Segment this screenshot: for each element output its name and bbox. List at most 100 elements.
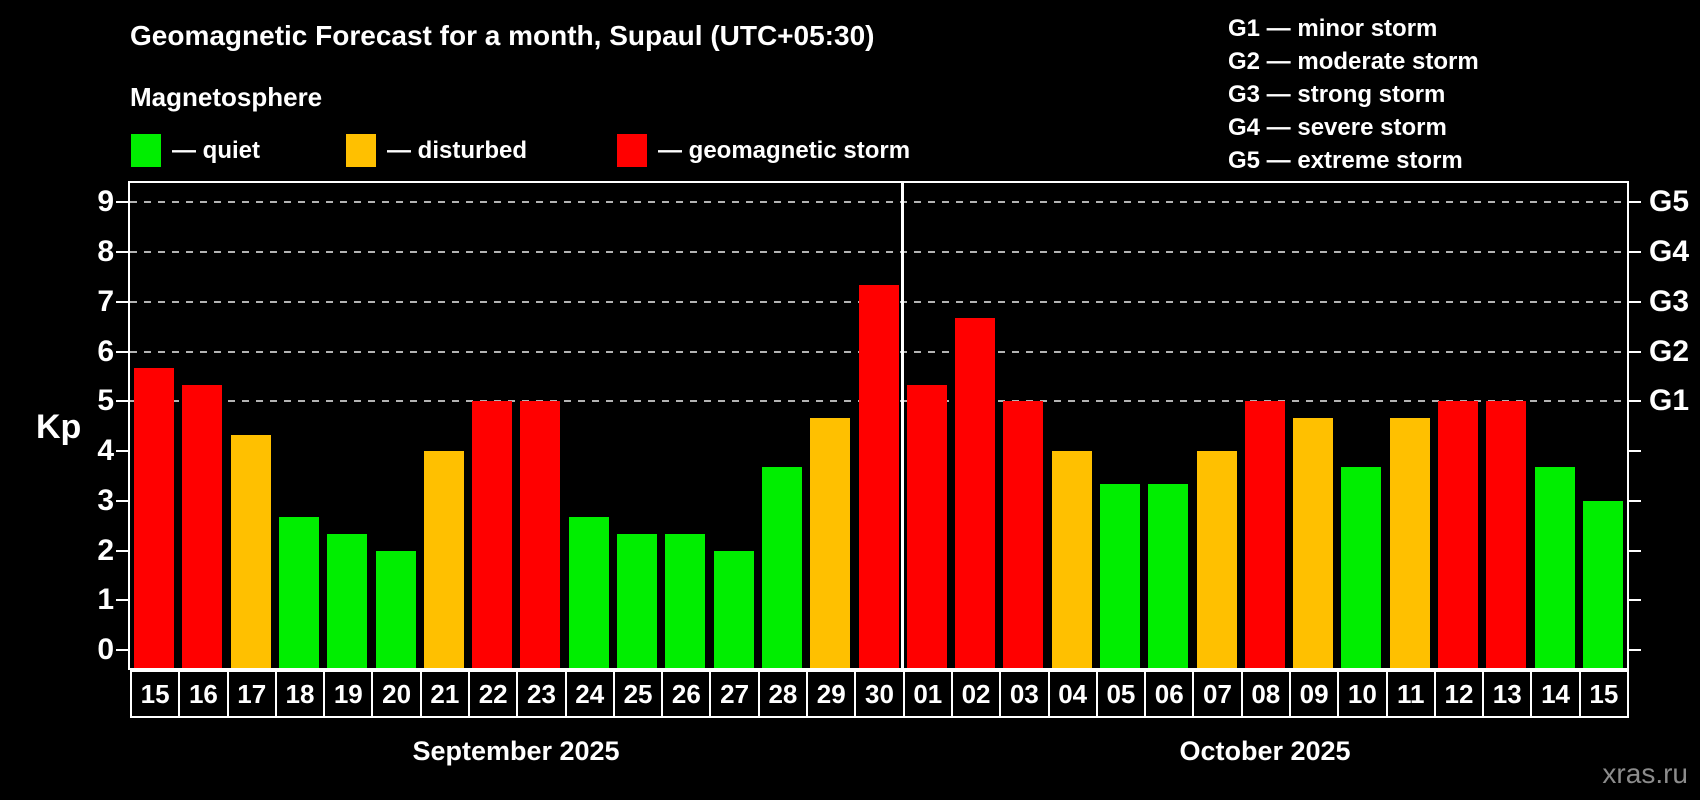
date-box: 07 xyxy=(1192,670,1243,718)
y-axis-tick-label: 0 xyxy=(97,633,114,666)
date-box: 06 xyxy=(1144,670,1195,718)
right-axis-tick xyxy=(1629,499,1641,502)
y-axis-tick-label: 6 xyxy=(97,334,114,368)
y-axis-tick-label: 5 xyxy=(97,384,114,418)
kp-bar xyxy=(1244,401,1285,668)
y-axis-tick xyxy=(116,251,128,254)
kp-bar xyxy=(1051,451,1092,668)
y-axis-tick-label: 2 xyxy=(97,533,114,567)
right-axis-tick xyxy=(1629,599,1641,602)
kp-chart-plot xyxy=(128,181,1629,670)
kp-bar xyxy=(617,534,658,668)
right-axis-label-g1: G1 xyxy=(1649,384,1690,418)
kp-bar xyxy=(1437,401,1478,668)
date-box: 18 xyxy=(274,670,326,718)
storm-scale-line-g4: G4 — severe storm xyxy=(1228,114,1447,141)
date-box: 30 xyxy=(854,670,905,718)
date-box: 15 xyxy=(130,670,181,718)
storm-scale-line-g1: G1 — minor storm xyxy=(1228,15,1438,42)
y-axis-tick xyxy=(116,201,128,204)
y-axis-tick-label: 9 xyxy=(97,185,114,219)
kp-bar xyxy=(375,550,416,668)
gridline-kp9 xyxy=(130,201,1627,204)
legend-item-storm: — geomagnetic storm xyxy=(617,134,910,167)
y-axis-tick xyxy=(116,499,128,502)
storm-scale-line-g3: G3 — strong storm xyxy=(1228,81,1446,108)
right-axis-tick xyxy=(1629,350,1641,353)
date-box: 16 xyxy=(178,670,229,718)
date-box: 24 xyxy=(564,670,615,718)
date-box: 17 xyxy=(226,670,277,718)
kp-bar xyxy=(520,401,561,668)
date-box: 05 xyxy=(1095,670,1147,718)
right-axis-label-g4: G4 xyxy=(1649,235,1690,269)
date-box: 01 xyxy=(902,670,953,718)
right-axis-tick xyxy=(1629,649,1641,651)
kp-bar xyxy=(810,417,851,668)
storm-scale-line-g2: G2 — moderate storm xyxy=(1228,48,1479,75)
date-box: 27 xyxy=(709,670,760,718)
date-box: 29 xyxy=(806,670,857,718)
kp-bar xyxy=(1389,417,1430,668)
date-box: 20 xyxy=(371,670,422,718)
right-axis-tick xyxy=(1629,300,1641,303)
kp-bar xyxy=(568,517,609,668)
date-box: 12 xyxy=(1433,670,1485,718)
kp-bar xyxy=(761,467,802,668)
date-box: 11 xyxy=(1385,670,1436,718)
kp-bar xyxy=(279,517,320,668)
kp-bar xyxy=(1196,451,1237,668)
y-axis-tick-label: 3 xyxy=(97,483,114,517)
legend-swatch-storm xyxy=(617,134,647,167)
y-axis-tick xyxy=(116,450,128,453)
y-axis-tick-label: 7 xyxy=(97,284,114,318)
kp-bar xyxy=(1148,484,1189,668)
watermark: xras.ru xyxy=(1602,758,1688,789)
right-axis-label-g5: G5 xyxy=(1649,185,1690,219)
date-box: 28 xyxy=(757,670,809,718)
right-axis-label-g3: G3 xyxy=(1649,284,1690,318)
month-divider-line xyxy=(901,183,905,668)
kp-bar xyxy=(423,451,464,668)
legend-item-disturbed: — disturbed xyxy=(346,134,527,167)
legend-label-storm: — geomagnetic storm xyxy=(658,136,911,164)
kp-bar xyxy=(1486,401,1527,668)
month-label-october: October 2025 xyxy=(1179,736,1351,766)
y-axis-tick xyxy=(116,400,128,403)
legend-item-quiet: — quiet xyxy=(131,134,260,167)
y-axis-tick-label: 4 xyxy=(97,434,114,468)
kp-bar xyxy=(1003,401,1044,668)
date-box: 21 xyxy=(419,670,471,718)
legend-label-quiet: — quiet xyxy=(172,136,260,164)
storm-scale-line-g5: G5 — extreme storm xyxy=(1228,147,1463,174)
y-axis-tick xyxy=(116,549,128,552)
date-box: 26 xyxy=(661,670,712,718)
kp-bar xyxy=(713,550,754,668)
kp-bar xyxy=(1534,467,1575,668)
legend-swatch-disturbed xyxy=(346,134,376,167)
kp-bar xyxy=(858,285,899,668)
date-box: 15 xyxy=(1578,670,1629,718)
right-axis-tick xyxy=(1629,450,1641,453)
kp-bar xyxy=(1341,467,1382,668)
kp-bar xyxy=(955,318,996,668)
right-axis-tick xyxy=(1629,400,1641,403)
date-box: 25 xyxy=(612,670,664,718)
legend-label-disturbed: — disturbed xyxy=(387,136,528,164)
right-axis-tick xyxy=(1629,549,1641,552)
kp-bar xyxy=(906,384,947,668)
date-box: 04 xyxy=(1047,670,1098,718)
kp-bar xyxy=(134,367,175,668)
gridline-kp8 xyxy=(130,251,1627,254)
y-axis-tick xyxy=(116,300,128,303)
date-box: 13 xyxy=(1482,670,1533,718)
kp-bar xyxy=(472,401,513,668)
y-axis-tick-label: 8 xyxy=(97,235,114,269)
kp-bar xyxy=(665,534,706,668)
y-axis-tick xyxy=(116,649,128,651)
y-axis-tick-label: 1 xyxy=(97,583,114,617)
right-axis-tick xyxy=(1629,201,1641,204)
y-axis-tick xyxy=(116,599,128,602)
right-axis-label-g2: G2 xyxy=(1649,334,1690,368)
